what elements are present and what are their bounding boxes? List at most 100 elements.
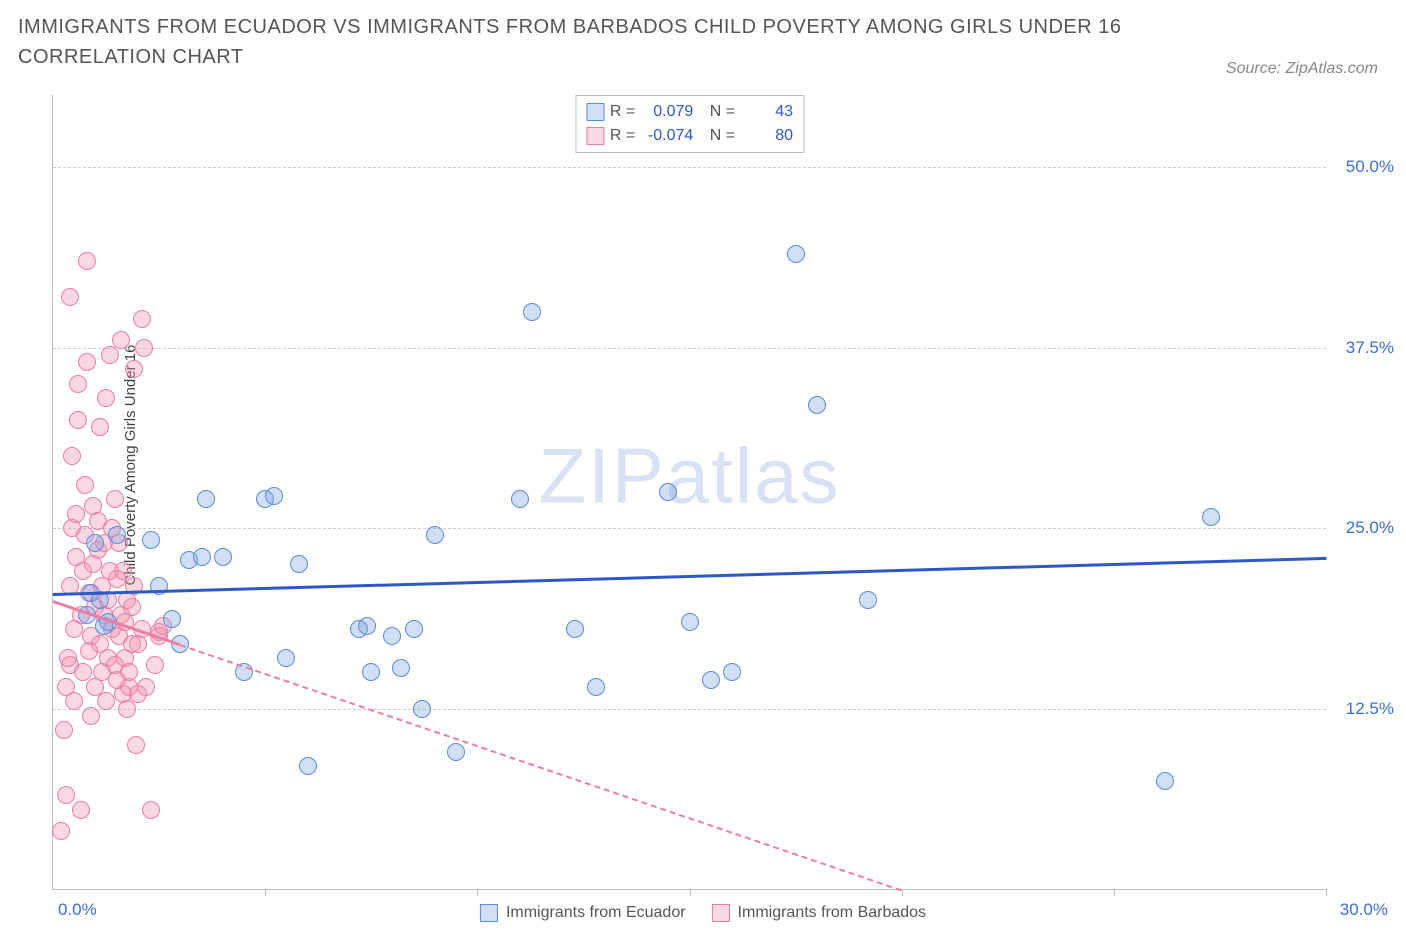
- x-tick-min: 0.0%: [58, 900, 97, 920]
- data-point: [1202, 508, 1220, 526]
- data-point: [97, 389, 115, 407]
- r-label: R =: [610, 124, 635, 148]
- data-point: [120, 663, 138, 681]
- x-tick: [690, 889, 691, 896]
- swatch-ecuador: [480, 904, 498, 922]
- data-point: [125, 360, 143, 378]
- watermark-bold: ZIP: [538, 432, 665, 520]
- x-tick: [1326, 889, 1327, 896]
- data-point: [1156, 772, 1174, 790]
- data-point: [413, 700, 431, 718]
- data-point: [566, 620, 584, 638]
- data-point: [362, 663, 380, 681]
- data-point: [265, 487, 283, 505]
- source-label: Source: ZipAtlas.com: [1226, 60, 1378, 78]
- grid-line: [53, 709, 1326, 710]
- data-point: [723, 663, 741, 681]
- n-label: N =: [710, 124, 735, 148]
- grid-line: [53, 167, 1326, 168]
- r-value-ecuador: 0.079: [641, 100, 693, 124]
- data-point: [106, 490, 124, 508]
- data-point: [127, 736, 145, 754]
- n-value-ecuador: 43: [741, 100, 793, 124]
- x-tick: [477, 889, 478, 896]
- data-point: [86, 534, 104, 552]
- trend-line: [180, 644, 902, 891]
- data-point: [277, 649, 295, 667]
- data-point: [78, 353, 96, 371]
- data-point: [135, 339, 153, 357]
- data-point: [123, 598, 141, 616]
- data-point: [112, 331, 130, 349]
- data-point: [142, 531, 160, 549]
- x-tick: [265, 889, 266, 896]
- data-point: [97, 692, 115, 710]
- data-point: [61, 288, 79, 306]
- watermark-thin: atlas: [666, 432, 841, 520]
- legend-row-ecuador: R = 0.079 N = 43: [586, 100, 793, 124]
- swatch-barbados: [712, 904, 730, 922]
- data-point: [57, 786, 75, 804]
- data-point: [859, 591, 877, 609]
- data-point: [55, 721, 73, 739]
- data-point: [67, 505, 85, 523]
- series-name-ecuador: Immigrants from Ecuador: [506, 904, 686, 922]
- swatch-barbados: [586, 127, 604, 145]
- data-point: [426, 526, 444, 544]
- data-point: [787, 245, 805, 263]
- series-name-barbados: Immigrants from Barbados: [738, 904, 927, 922]
- data-point: [108, 526, 126, 544]
- data-point: [142, 801, 160, 819]
- data-point: [69, 411, 87, 429]
- data-point: [91, 418, 109, 436]
- data-point: [290, 555, 308, 573]
- data-point: [358, 617, 376, 635]
- grid-line: [53, 348, 1326, 349]
- x-tick: [1114, 889, 1115, 896]
- n-label: N =: [710, 100, 735, 124]
- series-legend: Immigrants from Ecuador Immigrants from …: [480, 904, 926, 922]
- data-point: [63, 447, 81, 465]
- x-tick-max: 30.0%: [1340, 900, 1388, 920]
- legend-item-ecuador: Immigrants from Ecuador: [480, 904, 686, 922]
- grid-line: [53, 528, 1326, 529]
- data-point: [52, 822, 70, 840]
- watermark: ZIPatlas: [538, 431, 840, 522]
- trend-line: [53, 557, 1326, 596]
- swatch-ecuador: [586, 103, 604, 121]
- data-point: [76, 476, 94, 494]
- plot-area: ZIPatlas R = 0.079 N = 43 R = -0.074 N =…: [52, 95, 1326, 890]
- data-point: [69, 375, 87, 393]
- data-point: [383, 627, 401, 645]
- data-point: [78, 252, 96, 270]
- data-point: [299, 757, 317, 775]
- data-point: [511, 490, 529, 508]
- data-point: [405, 620, 423, 638]
- data-point: [82, 707, 100, 725]
- data-point: [163, 610, 181, 628]
- y-tick-label: 50.0%: [1346, 157, 1394, 177]
- data-point: [447, 743, 465, 761]
- data-point: [197, 490, 215, 508]
- legend-row-barbados: R = -0.074 N = 80: [586, 124, 793, 148]
- data-point: [133, 310, 151, 328]
- y-tick-label: 37.5%: [1346, 338, 1394, 358]
- data-point: [146, 656, 164, 674]
- chart-title: IMMIGRANTS FROM ECUADOR VS IMMIGRANTS FR…: [18, 12, 1206, 72]
- correlation-legend: R = 0.079 N = 43 R = -0.074 N = 80: [575, 95, 804, 153]
- data-point: [193, 548, 211, 566]
- data-point: [65, 692, 83, 710]
- data-point: [523, 303, 541, 321]
- data-point: [681, 613, 699, 631]
- x-tick: [902, 889, 903, 896]
- r-value-barbados: -0.074: [641, 124, 693, 148]
- data-point: [72, 801, 90, 819]
- n-value-barbados: 80: [741, 124, 793, 148]
- data-point: [808, 396, 826, 414]
- data-point: [214, 548, 232, 566]
- r-label: R =: [610, 100, 635, 124]
- data-point: [137, 678, 155, 696]
- chart-container: IMMIGRANTS FROM ECUADOR VS IMMIGRANTS FR…: [0, 0, 1406, 930]
- legend-item-barbados: Immigrants from Barbados: [712, 904, 927, 922]
- y-tick-label: 25.0%: [1346, 518, 1394, 538]
